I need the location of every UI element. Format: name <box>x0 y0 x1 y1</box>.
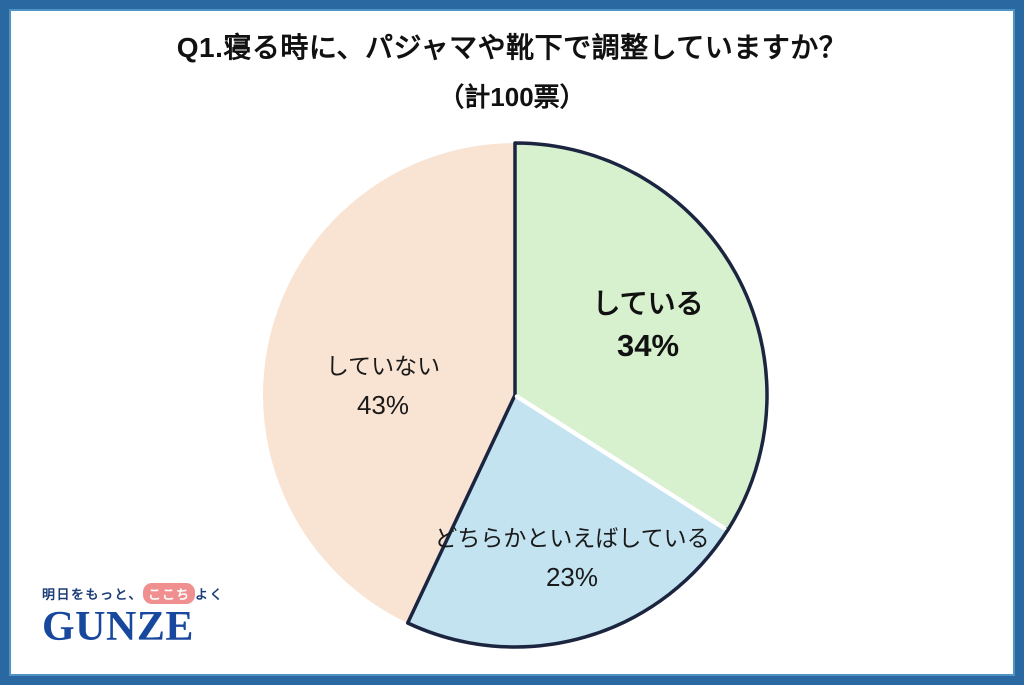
slice-percent: 23% <box>545 561 599 592</box>
tagline-suffix: よく <box>195 587 225 602</box>
pie-slice-shitei-nai <box>263 143 515 623</box>
slice-name: どちらかといえばしている <box>434 525 710 551</box>
chart-title: Q1.寝る時に、パジャマや靴下で調整していますか？ （計100票） <box>9 23 1015 121</box>
tagline-highlight-badge: ここち <box>142 583 195 604</box>
gunze-logo: 明日をもっと、 ここち よく GUNZE <box>42 583 262 650</box>
slice-name: している <box>592 288 704 319</box>
pie-slice-separator <box>514 394 727 531</box>
slice-percent: 43% <box>356 389 410 420</box>
slice-percent: 34% <box>616 327 680 363</box>
gunze-wordmark: GUNZE <box>42 604 194 650</box>
tagline-prefix: 明日をもっと、 <box>42 587 143 602</box>
slice-label-dochiraka: どちらかといえばしている 23% <box>432 521 712 597</box>
pie-slice-dochiraka <box>405 393 730 649</box>
pie-chart <box>263 141 769 649</box>
slice-label-shiteiru: している 34% <box>528 285 768 369</box>
gunze-tagline: 明日をもっと、 ここち よく <box>42 583 262 604</box>
chart-title-vote-count: （計100票） <box>438 82 586 112</box>
chart-title-question: Q1.寝る時に、パジャマや靴下で調整していますか？ <box>176 32 848 63</box>
slice-name: していない <box>325 353 441 379</box>
slice-label-shitei-nai: していない 43% <box>273 349 493 425</box>
